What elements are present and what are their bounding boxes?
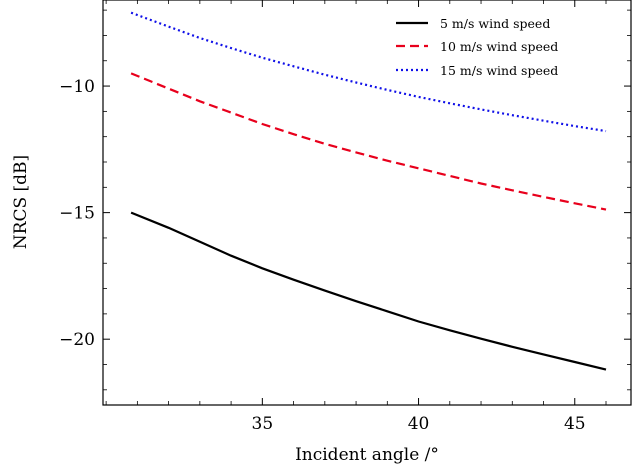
- y-axis-label: NRCS [dB]: [11, 155, 31, 249]
- series-line-2: [130, 11, 607, 133]
- series-layer: [130, 11, 607, 371]
- x-axis-label: Incident angle /°: [295, 445, 439, 465]
- legend-label-15ms: 15 m/s wind speed: [440, 63, 558, 78]
- legend-label-10ms: 10 m/s wind speed: [440, 39, 558, 54]
- x-tick-label: 45: [564, 414, 586, 434]
- ticks-layer: 35 40 45 −10 −15 −20: [59, 0, 631, 434]
- legend: 5 m/s wind speed 10 m/s wind speed 15 m/…: [396, 16, 558, 78]
- y-tick-label: −20: [59, 330, 95, 350]
- plot-frame: [102, 0, 632, 406]
- series-line-0: [130, 211, 607, 371]
- legend-label-5ms: 5 m/s wind speed: [440, 16, 550, 31]
- y-tick-label: −15: [59, 204, 95, 224]
- y-tick-label: −10: [59, 77, 95, 97]
- x-tick-label: 40: [408, 414, 430, 434]
- x-tick-label: 35: [252, 414, 274, 434]
- series-line-1: [130, 72, 607, 211]
